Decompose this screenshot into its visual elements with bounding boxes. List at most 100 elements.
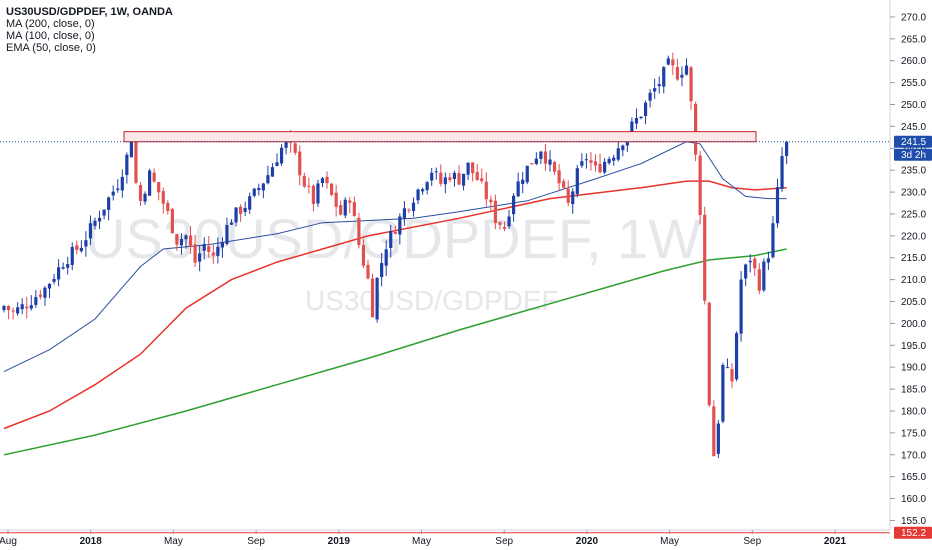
candle-body xyxy=(161,191,165,204)
candle-body xyxy=(643,102,648,116)
candle-body xyxy=(407,209,411,211)
time-tick-label: 2019 xyxy=(328,536,351,547)
candle-body xyxy=(334,192,338,207)
candle-body xyxy=(52,278,56,282)
last-price-tag: 241.5 xyxy=(901,137,926,148)
candle-body xyxy=(202,243,206,251)
candle-body xyxy=(753,258,757,269)
indicator-legend: US30USD/GDPDEF, 1W, OANDA MA (200, close… xyxy=(6,6,173,54)
candle-body xyxy=(252,188,256,196)
candle-body xyxy=(507,216,511,227)
candle-body xyxy=(684,65,689,75)
resistance-zone[interactable] xyxy=(123,131,757,143)
candle-body xyxy=(343,199,347,216)
candle-body xyxy=(102,209,106,216)
candle-body xyxy=(580,161,584,166)
legend-symbol-title[interactable]: US30USD/GDPDEF, 1W, OANDA xyxy=(6,6,173,18)
low-level-tag: 152.2 xyxy=(901,528,926,539)
candle-body xyxy=(707,302,711,406)
candle-body xyxy=(20,304,24,310)
candle-body xyxy=(562,181,566,188)
candle-body xyxy=(311,185,315,204)
candle-body xyxy=(730,369,734,382)
candle-body xyxy=(293,143,297,153)
candle-body xyxy=(598,163,602,173)
candle-body xyxy=(298,151,302,176)
candle-body xyxy=(552,162,557,172)
price-tick-label: 200.0 xyxy=(901,319,926,330)
candle-body xyxy=(411,202,416,212)
price-tick-label: 160.0 xyxy=(901,494,926,505)
time-axis[interactable]: Aug 2018 May Sep 2019 May Sep 2020 May Sep 2021 xyxy=(0,530,847,547)
candle-body xyxy=(270,167,275,177)
candle-body xyxy=(380,263,384,278)
candle-body xyxy=(66,264,70,268)
candle-body xyxy=(316,183,320,204)
bar-countdown-tag: 3d 2h xyxy=(901,150,926,161)
candle-body xyxy=(339,205,343,215)
candle-body xyxy=(207,246,211,253)
candle-body xyxy=(716,423,720,454)
candle-body xyxy=(757,269,761,291)
time-tick-label: 2018 xyxy=(80,536,103,547)
legend-ema50[interactable]: EMA (50, close, 0) xyxy=(6,42,96,54)
candle-body xyxy=(498,222,502,225)
candle-body xyxy=(239,206,243,215)
candle-body xyxy=(325,176,329,184)
ema50-line xyxy=(3,141,787,373)
candle-body xyxy=(616,148,620,160)
candle-body xyxy=(211,252,215,256)
candle-body xyxy=(703,214,707,301)
price-tick-label: 165.0 xyxy=(901,472,926,483)
candle-body xyxy=(220,242,224,248)
candle-body xyxy=(471,162,475,174)
candle-body xyxy=(566,188,570,203)
time-tick-label: Aug xyxy=(0,536,17,547)
candle-body xyxy=(425,182,429,191)
candle-body xyxy=(330,183,334,195)
price-tick-label: 265.0 xyxy=(901,34,926,45)
ma200-line xyxy=(3,248,787,456)
legend-ma100[interactable]: MA (100, close, 0) xyxy=(6,30,95,42)
candle-body xyxy=(521,179,525,185)
candle-body xyxy=(184,235,188,240)
price-tick-label: 195.0 xyxy=(901,341,926,352)
candle-body xyxy=(398,216,402,235)
candle-body xyxy=(675,66,679,80)
candle-body xyxy=(75,245,79,250)
candle-body xyxy=(762,261,766,291)
price-tick-label: 250.0 xyxy=(901,100,926,111)
candle-body xyxy=(457,173,461,185)
candle-body xyxy=(188,235,193,247)
candle-body xyxy=(25,306,29,309)
candle-body xyxy=(302,176,306,187)
candle-body xyxy=(61,267,65,269)
candle-body xyxy=(434,171,438,173)
candlestick-series xyxy=(2,52,789,459)
candle-body xyxy=(493,200,497,223)
candle-body xyxy=(134,140,138,183)
candle-body xyxy=(279,147,284,164)
candle-body xyxy=(357,217,361,246)
candle-body xyxy=(393,231,397,234)
candle-body xyxy=(266,175,270,184)
price-tick-label: 175.0 xyxy=(901,428,926,439)
time-tick-label: Sep xyxy=(247,536,265,547)
price-axis[interactable]: 155.0 160.0 165.0 170.0 175.0 180.0 185.0 190.0… xyxy=(890,12,926,527)
horizontal-lines xyxy=(0,141,890,534)
candle-body xyxy=(698,155,702,215)
candle-body xyxy=(744,264,748,279)
candle-body xyxy=(97,217,102,222)
price-tick-label: 190.0 xyxy=(901,363,926,374)
candle-body xyxy=(307,185,311,187)
candle-body xyxy=(175,234,179,245)
legend-ma200[interactable]: MA (200, close, 0) xyxy=(6,18,95,30)
resistance-zone-box[interactable] xyxy=(123,131,757,143)
time-tick-label: Sep xyxy=(495,536,513,547)
candle-body xyxy=(694,103,698,155)
candle-body xyxy=(229,222,234,225)
candle-body xyxy=(584,159,588,161)
price-tick-label: 270.0 xyxy=(901,12,926,23)
candle-body xyxy=(84,240,88,247)
